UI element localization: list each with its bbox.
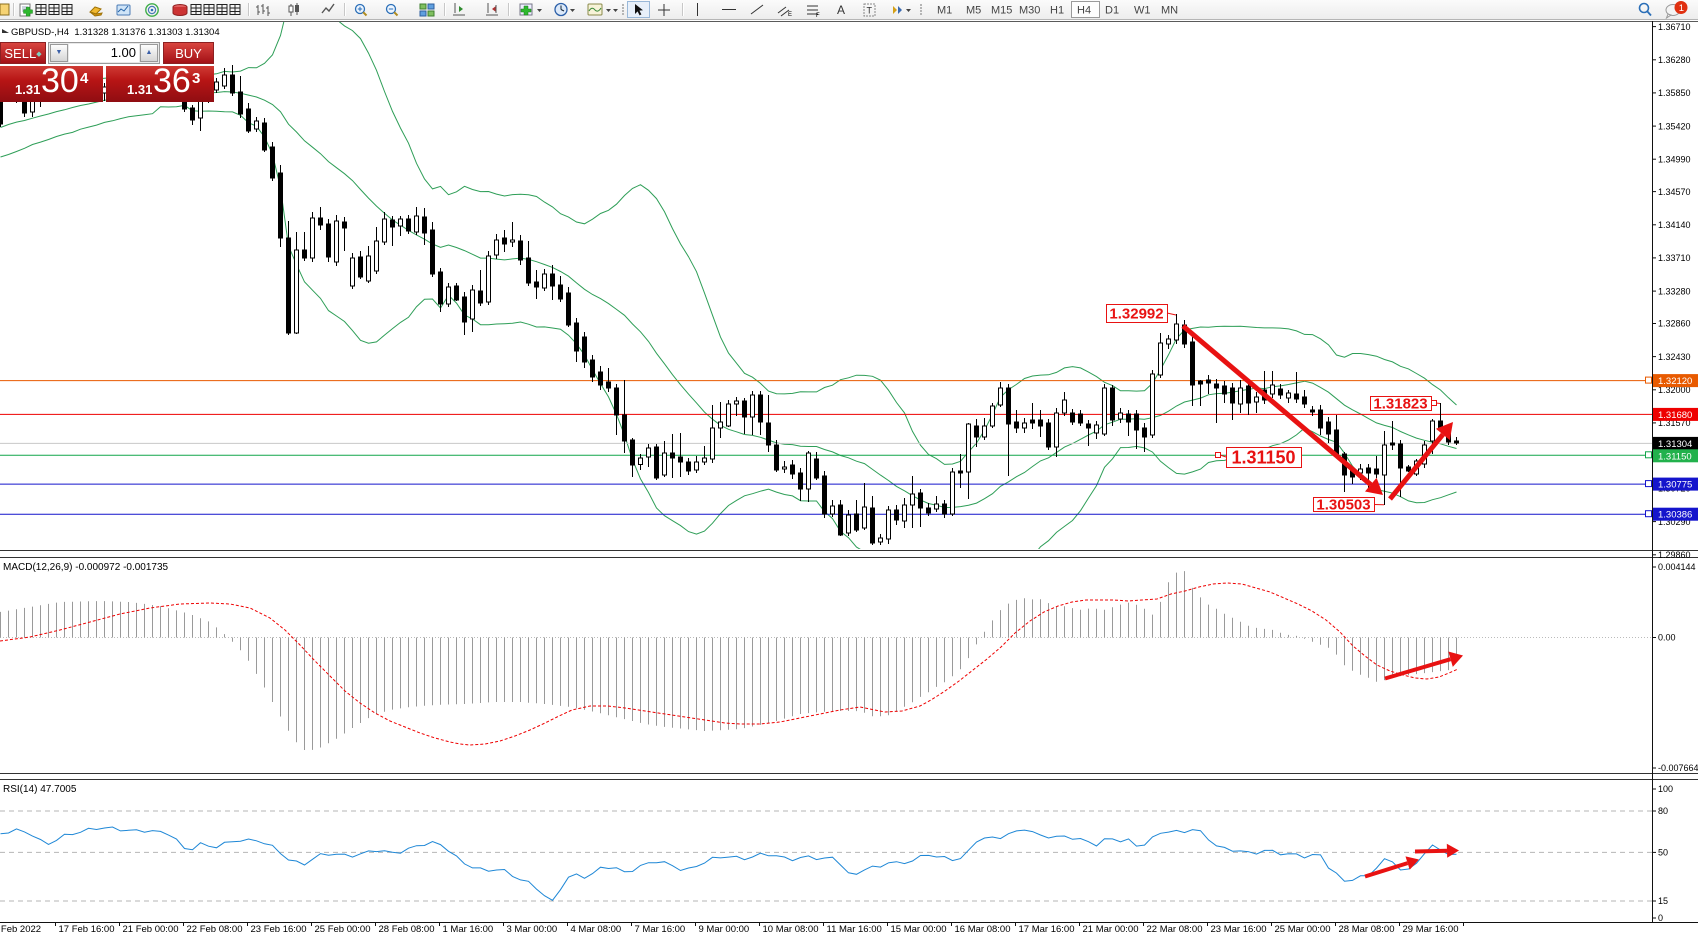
svg-text:15 Mar 00:00: 15 Mar 00:00 [891,924,947,935]
svg-text:28 Mar 08:00: 28 Mar 08:00 [1339,924,1395,935]
svg-text:RSI(14) 47.7005: RSI(14) 47.7005 [3,784,77,795]
svg-text:25 Mar 00:00: 25 Mar 00:00 [1275,924,1331,935]
svg-text:A: A [837,3,845,17]
svg-text:T: T [867,6,873,16]
svg-text:1.29860: 1.29860 [1658,550,1691,560]
svg-text:23 Feb 16:00: 23 Feb 16:00 [251,924,307,935]
svg-text:6 Feb 2022: 6 Feb 2022 [0,924,41,935]
svg-text:80: 80 [1658,806,1668,816]
svg-text:29 Mar 16:00: 29 Mar 16:00 [1403,924,1459,935]
svg-text:1.30290: 1.30290 [1658,517,1691,527]
svg-text:F: F [816,13,820,19]
svg-text:1.32120: 1.32120 [1658,376,1692,387]
svg-text:1.31680: 1.31680 [1658,410,1692,421]
svg-text:22 Feb 08:00: 22 Feb 08:00 [187,924,243,935]
svg-text:M15: M15 [991,5,1012,17]
svg-text:3 Mar 00:00: 3 Mar 00:00 [507,924,558,935]
svg-text:1.33710: 1.33710 [1658,253,1691,263]
svg-text:1.31150: 1.31150 [1231,448,1295,468]
svg-text:25 Feb 00:00: 25 Feb 00:00 [315,924,371,935]
svg-text:MACD(12,26,9) -0.000972 -0.001: MACD(12,26,9) -0.000972 -0.001735 [3,562,169,573]
svg-text:4 Mar 08:00: 4 Mar 08:00 [571,924,622,935]
svg-text:1.31304: 1.31304 [1658,439,1692,450]
svg-text:1.32992: 1.32992 [1109,305,1163,322]
svg-text:1.30386: 1.30386 [1658,510,1692,521]
svg-text:21 Feb 00:00: 21 Feb 00:00 [123,924,179,935]
svg-text:16 Mar 08:00: 16 Mar 08:00 [955,924,1011,935]
svg-text:1 Mar 16:00: 1 Mar 16:00 [443,924,494,935]
svg-text:GBPUSD-,H4 1.31328 1.31376 1.: GBPUSD-,H4 1.31328 1.31376 1.31303 1.313… [11,27,220,38]
svg-text:1.36280: 1.36280 [1658,55,1691,65]
svg-text:15: 15 [1658,896,1668,906]
svg-text:M5: M5 [966,5,981,17]
svg-text:0.004144: 0.004144 [1658,562,1696,572]
svg-text:1.30775: 1.30775 [1658,480,1692,491]
svg-text:22 Mar 08:00: 22 Mar 08:00 [1147,924,1203,935]
svg-text:H4: H4 [1077,5,1091,17]
svg-text:H1: H1 [1050,5,1064,17]
svg-text:0.00: 0.00 [1658,633,1676,643]
svg-text:D1: D1 [1105,5,1119,17]
svg-text:1.34990: 1.34990 [1658,154,1691,164]
svg-text:1.31570: 1.31570 [1658,418,1691,428]
svg-text:23 Mar 16:00: 23 Mar 16:00 [1211,924,1267,935]
svg-text:100: 100 [1658,784,1673,794]
svg-text:17 Feb 16:00: 17 Feb 16:00 [59,924,115,935]
svg-text:1.35420: 1.35420 [1658,121,1691,131]
svg-text:1.33280: 1.33280 [1658,286,1691,296]
svg-text:1.32430: 1.32430 [1658,352,1691,362]
svg-text:M1: M1 [937,5,952,17]
svg-text:17 Mar 16:00: 17 Mar 16:00 [1019,924,1075,935]
svg-text:7 Mar 16:00: 7 Mar 16:00 [635,924,686,935]
svg-text:1.32860: 1.32860 [1658,319,1691,329]
svg-text:1: 1 [1679,3,1684,14]
svg-text:M30: M30 [1019,5,1040,17]
svg-text:1.30503: 1.30503 [1316,496,1370,513]
svg-text:1.31823: 1.31823 [1373,395,1427,412]
svg-text:1.36710: 1.36710 [1658,22,1691,32]
svg-text:MN: MN [1161,5,1178,17]
svg-text:1.32000: 1.32000 [1658,385,1691,395]
svg-text:1.35850: 1.35850 [1658,88,1691,98]
svg-text:1.34140: 1.34140 [1658,220,1691,230]
svg-text:10 Mar 08:00: 10 Mar 08:00 [763,924,819,935]
svg-text:W1: W1 [1134,5,1151,17]
svg-text:1.34570: 1.34570 [1658,187,1691,197]
svg-text:E: E [788,12,792,18]
svg-text:0: 0 [1658,913,1663,923]
svg-text:9 Mar 00:00: 9 Mar 00:00 [699,924,750,935]
svg-text:21 Mar 00:00: 21 Mar 00:00 [1083,924,1139,935]
svg-text:1.31150: 1.31150 [1658,451,1692,462]
svg-text:11 Mar 16:00: 11 Mar 16:00 [827,924,882,935]
svg-text:50: 50 [1658,848,1668,858]
svg-text:28 Feb 08:00: 28 Feb 08:00 [379,924,435,935]
svg-text:-0.007664: -0.007664 [1658,763,1698,773]
